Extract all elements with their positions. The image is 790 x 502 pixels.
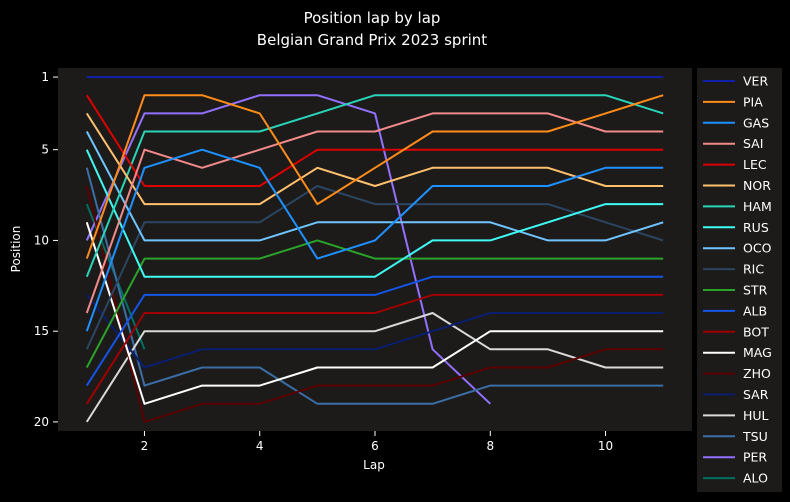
legend-box [697,68,782,492]
series-line-oco [85,131,664,242]
series-layer [85,76,664,423]
legend-label-ric: RIC [743,262,764,277]
series-line-gas [85,148,664,332]
legend-label-oco: OCO [743,241,772,256]
series-line-per [85,94,491,405]
legend-label-sar: SAR [743,387,769,402]
series-line-zho [85,185,664,423]
legend-label-str: STR [743,283,768,298]
series-line-pia [85,94,664,259]
x-axis-label: Lap [363,458,385,472]
series-line-sar [86,294,664,369]
legend-label-ham: HAM [743,199,772,214]
legend-label-lec: LEC [743,157,767,172]
legend-label-ver: VER [743,74,768,89]
series-line-bot [85,293,664,405]
series-line-sai [85,112,664,314]
legend-label-tsu: TSU [742,429,768,444]
series-line-ric [85,185,664,350]
series-line-nor [85,112,664,206]
legend-label-bot: BOT [743,324,769,339]
legend-label-gas: GAS [743,115,769,130]
legend-label-rus: RUS [743,220,769,235]
legend: VER PIA GAS SAI LEC NOR HAM RUS OCO RIC STR ALB BOT M… [703,74,772,486]
legend-label-sai: SAI [743,136,763,151]
y-tick-label: 5 [41,143,49,157]
legend-label-per: PER [743,450,767,465]
series-line-str [85,239,664,368]
x-tick-label: 4 [256,439,264,453]
y-tick-label: 1 [41,70,49,84]
x-tick-label: 10 [598,439,613,453]
legend-label-nor: NOR [743,178,771,193]
chart-title: Position lap by lap [304,9,441,27]
series-line-lec [85,94,664,187]
series-line-alb [85,275,664,387]
y-tick-label: 10 [34,233,49,247]
legend-label-pia: PIA [743,94,763,109]
legend-label-zho: ZHO [743,366,771,381]
legend-label-alb: ALB [743,303,767,318]
x-tick-label: 6 [371,439,379,453]
series-line-rus [85,149,664,278]
y-tick-label: 15 [34,324,49,338]
legend-label-mag: MAG [743,345,772,360]
series-line-ham [85,94,664,278]
series-line-hul [85,312,664,423]
y-tick-label: 20 [34,415,49,429]
x-tick-label: 8 [486,439,494,453]
y-axis-label: Position [9,226,23,273]
series-line-tsu [85,167,664,405]
legend-label-hul: HUL [743,408,769,423]
x-axis: 2 4 6 8 10 [141,431,613,453]
chart-subtitle: Belgian Grand Prix 2023 sprint [257,31,488,49]
plot-area [58,68,692,431]
legend-label-alo: ALO [743,471,768,486]
x-tick-label: 2 [141,439,149,453]
series-line-mag [85,221,664,405]
